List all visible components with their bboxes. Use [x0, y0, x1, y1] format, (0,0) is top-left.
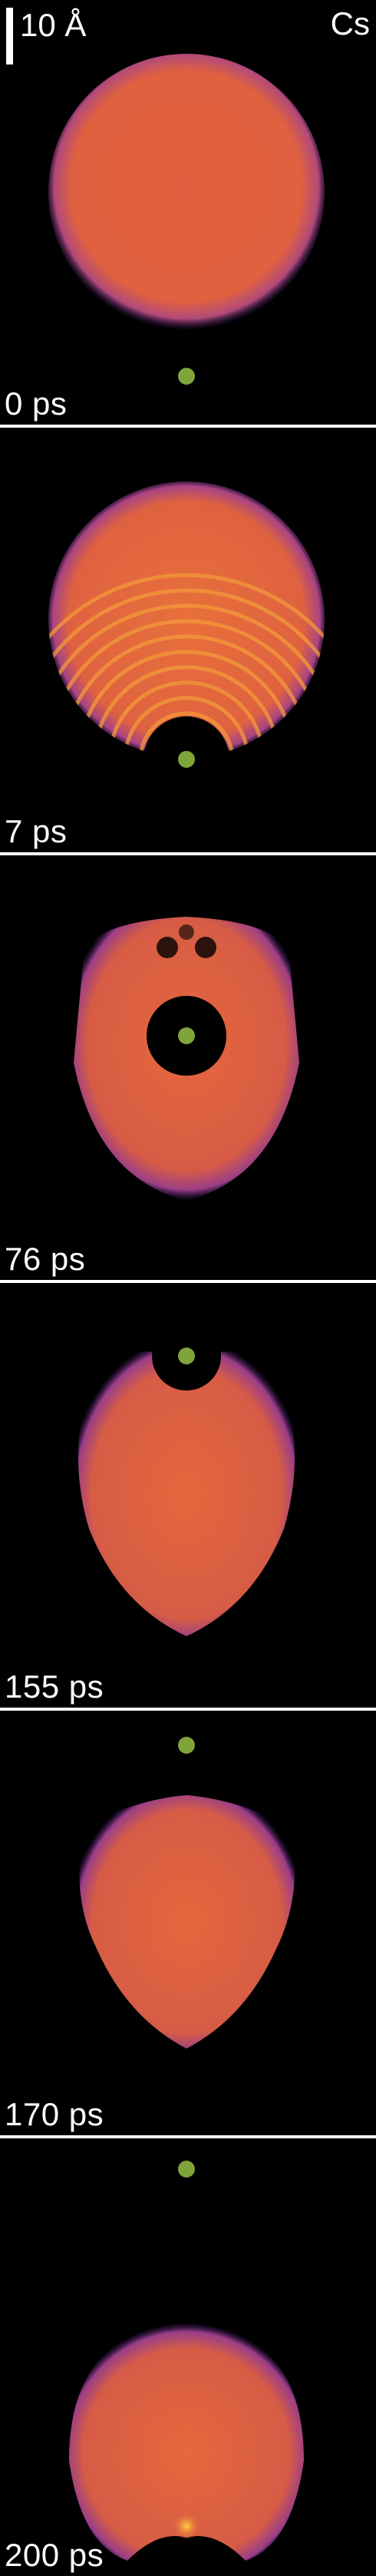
time-label-155ps: 155 ps [5, 1668, 104, 1705]
atom-marker [178, 368, 195, 385]
droplet-image-170ps [79, 1737, 295, 2049]
atom-marker [178, 2161, 195, 2178]
droplet-image-200ps [69, 2161, 304, 2561]
divider [0, 425, 376, 428]
panel-76ps: 76 ps [0, 855, 376, 1280]
droplet-image-155ps [78, 1321, 295, 1636]
atom-marker [178, 1737, 195, 1754]
divider [0, 2135, 376, 2138]
droplet-image-0ps [48, 54, 325, 385]
time-label-7ps: 7 ps [5, 813, 68, 849]
atom-marker [178, 1348, 195, 1364]
scale-label: 10 Å [20, 7, 87, 43]
scale-bar [6, 8, 13, 64]
helium-droplet [79, 1795, 295, 2049]
panel-170ps: 170 ps [0, 1711, 376, 2135]
atom-marker [178, 1027, 195, 1044]
droplet-image-7ps [46, 481, 330, 852]
element-label: Cs [330, 5, 370, 41]
time-label-170ps: 170 ps [5, 2096, 104, 2132]
divider [0, 1708, 376, 1711]
helium-droplet [69, 2323, 304, 2561]
divider [0, 1280, 376, 1283]
droplet-image-76ps [74, 917, 299, 1201]
panel-7ps: 7 ps [0, 428, 376, 852]
helium-droplet [48, 54, 325, 330]
panel-0ps: 10 Å Cs 0 ps [0, 0, 376, 425]
panel-155ps: 155 ps [0, 1283, 376, 1708]
time-label-200ps: 200 ps [5, 2537, 104, 2573]
panel-200ps: 200 ps [0, 2138, 376, 2576]
time-label-76ps: 76 ps [5, 1241, 86, 1277]
atom-marker [178, 751, 195, 768]
time-label-0ps: 0 ps [5, 385, 68, 422]
helium-droplet [78, 1351, 295, 1636]
divider [0, 852, 376, 855]
